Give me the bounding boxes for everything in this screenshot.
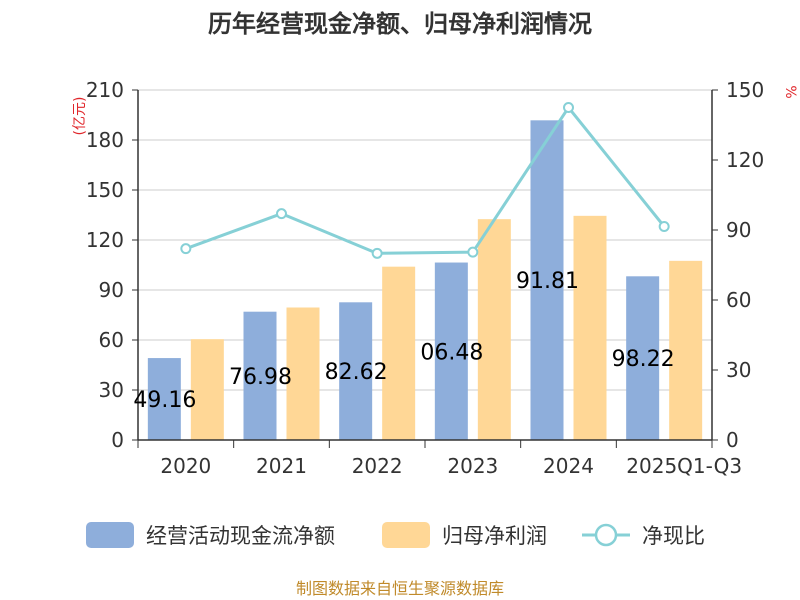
legend-swatch-profit: [382, 522, 430, 548]
bar-profit: [382, 266, 416, 440]
x-tick-label: 2020: [160, 454, 211, 478]
data-label-cashflow: 82.62: [325, 360, 388, 385]
legend-item-profit[interactable]: 归母净利润: [382, 522, 547, 548]
bar-profit: [669, 260, 703, 440]
legend-swatch-cashflow: [86, 522, 134, 548]
bar-cashflow: [434, 262, 468, 440]
ratio-point: [467, 246, 479, 258]
legend-label-cashflow: 经营活动现金流净额: [146, 524, 335, 548]
data-labels: 49.16 76.98 82.62 06.48 91.81 98.22: [133, 269, 674, 413]
source-note: 制图数据来自恒生聚源数据库: [296, 579, 504, 598]
bar-profit: [190, 339, 224, 440]
legend-marker-ratio: [594, 523, 618, 547]
legend-item-ratio[interactable]: 净现比: [582, 523, 705, 548]
legend-label-ratio: 净现比: [642, 524, 705, 548]
x-tick-label: 2024: [543, 454, 594, 478]
ratio-point: [658, 221, 670, 232]
legend-item-cashflow[interactable]: 经营活动现金流净额: [86, 522, 335, 548]
y-left-unit-label: (亿元): [72, 97, 88, 136]
ratio-point: [563, 102, 574, 113]
y-right-unit-label: %: [782, 85, 798, 98]
bar-cashflow: [339, 302, 373, 440]
x-tick-label: 2021: [256, 454, 307, 478]
legend: 经营活动现金流净额 归母净利润 净现比: [86, 522, 705, 548]
axes: [132, 89, 718, 448]
y-left-tick-label: 150: [86, 178, 124, 202]
y-left-tick-label: 120: [86, 228, 124, 252]
y-left-tick-label: 60: [99, 328, 124, 352]
chart-title: 历年经营现金净额、归母净利润情况: [208, 10, 592, 38]
y-right-tick-label: 120: [726, 148, 764, 172]
y-right-tick-label: 60: [726, 288, 751, 312]
data-label-cashflow: 76.98: [229, 365, 292, 390]
bar-cashflow: [147, 358, 181, 440]
ratio-line: [180, 102, 670, 259]
y-left-tick-label: 90: [99, 278, 124, 302]
y-left-tick-label: 180: [86, 128, 124, 152]
bar-profit: [573, 215, 607, 440]
bar-cashflow: [626, 276, 660, 440]
y-right-tick-label: 90: [726, 218, 751, 242]
y-right-tick-label: 150: [726, 78, 764, 102]
ratio-series-line: [185, 104, 666, 255]
bar-cashflow: [243, 311, 277, 440]
ratio-point: [371, 247, 383, 259]
y-right-tick-label: 30: [726, 358, 751, 382]
bar-profit: [477, 219, 511, 440]
data-label-cashflow: 98.22: [612, 347, 675, 372]
y-left-tick-label: 0: [111, 428, 124, 452]
gridlines: [138, 89, 712, 391]
bar-cashflow: [530, 120, 564, 441]
legend-label-profit: 归母净利润: [442, 524, 547, 548]
ratio-point: [180, 243, 192, 255]
data-label-cashflow: 06.48: [420, 340, 483, 365]
data-label-cashflow: 91.81: [516, 269, 579, 294]
x-tick-label: 2025Q1-Q3: [626, 454, 742, 478]
data-label-cashflow: 49.16: [133, 388, 196, 413]
bars: [147, 120, 703, 441]
ratio-point: [276, 208, 287, 220]
x-tick-label: 2022: [352, 454, 403, 478]
tick-labels: 0 30 60 90 120 150 180 210 0 30 60 90 120 150 2020 2021…: [86, 78, 764, 478]
bar-profit: [286, 307, 320, 440]
y-left-tick-label: 30: [99, 378, 124, 402]
y-left-tick-label: 210: [86, 78, 124, 102]
y-right-tick-label: 0: [726, 428, 739, 452]
x-tick-label: 2023: [447, 454, 498, 478]
